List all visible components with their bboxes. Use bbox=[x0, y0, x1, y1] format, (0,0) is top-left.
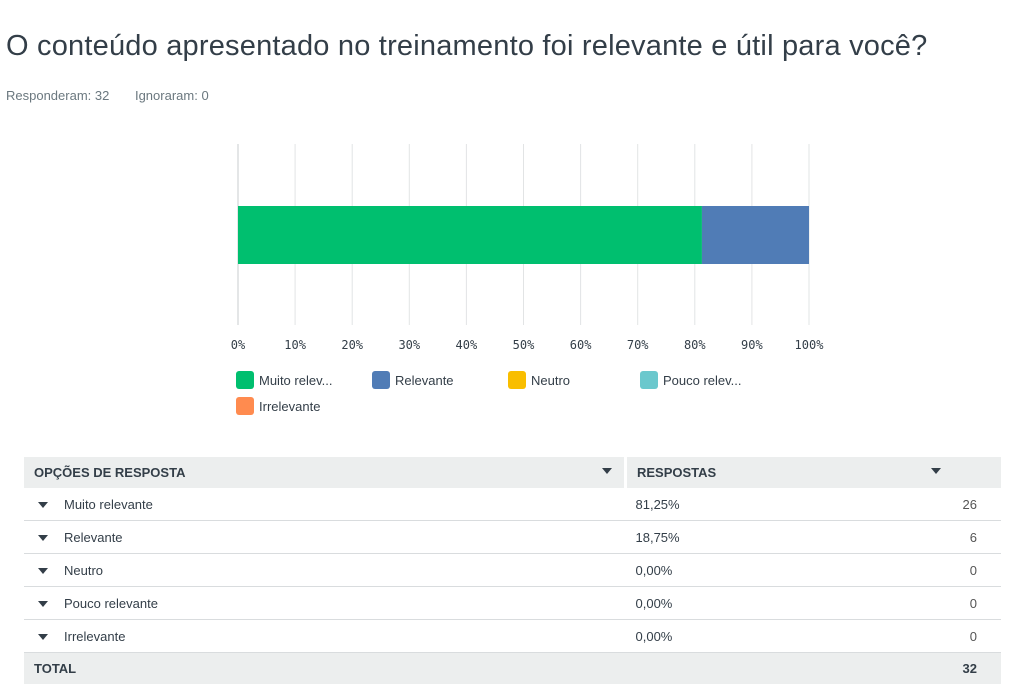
x-tick-label: 0% bbox=[231, 338, 246, 352]
table-row: Irrelevante 0,00% 0 bbox=[24, 619, 1001, 653]
x-tick-label: 40% bbox=[456, 338, 478, 352]
total-count: 32 bbox=[952, 652, 1001, 684]
header-options[interactable]: OPÇÕES DE RESPOSTA bbox=[24, 457, 626, 488]
question-title: O conteúdo apresentado no treinamento fo… bbox=[6, 30, 928, 62]
table-row: Neutro 0,00% 0 bbox=[24, 553, 1001, 587]
bar-segment[interactable] bbox=[238, 206, 702, 264]
option-cell[interactable]: Pouco relevante bbox=[24, 586, 626, 620]
sort-options-icon[interactable] bbox=[602, 468, 612, 474]
option-label: Pouco relevante bbox=[64, 595, 158, 611]
legend-label: Pouco relev... bbox=[663, 372, 742, 388]
x-tick-label: 100% bbox=[795, 338, 825, 352]
legend-label: Muito relev... bbox=[259, 372, 333, 388]
x-tick-label: 80% bbox=[684, 338, 706, 352]
x-tick-label: 70% bbox=[627, 338, 649, 352]
legend-swatch bbox=[236, 371, 254, 389]
sort-responses-icon[interactable] bbox=[930, 468, 941, 474]
x-tick-label: 50% bbox=[513, 338, 535, 352]
table-row: Pouco relevante 0,00% 0 bbox=[24, 586, 1001, 620]
expand-caret-icon[interactable] bbox=[38, 535, 48, 542]
legend-label: Neutro bbox=[531, 372, 571, 388]
percent-cell: 0,00% bbox=[625, 619, 953, 653]
answered-count: Responderam: 32 bbox=[6, 88, 110, 103]
x-tick-label: 30% bbox=[398, 338, 420, 352]
percent-cell: 0,00% bbox=[625, 586, 953, 620]
percent-cell: 18,75% bbox=[625, 520, 953, 554]
expand-caret-icon[interactable] bbox=[38, 601, 48, 608]
count-cell: 0 bbox=[952, 619, 1001, 653]
skipped-count: Ignoraram: 0 bbox=[134, 88, 209, 103]
stacked-bar-chart: 0% 10% 20% 30% 40% 50% 60% 70% 80% 90% 100% bbox=[231, 144, 825, 352]
count-cell: 26 bbox=[952, 488, 1001, 521]
legend-item[interactable]: Irrelevante bbox=[236, 396, 320, 416]
count-cell: 0 bbox=[952, 553, 1001, 587]
option-label: Relevante bbox=[64, 529, 123, 545]
expand-caret-icon[interactable] bbox=[38, 634, 48, 641]
option-label: Muito relevante bbox=[64, 496, 153, 512]
x-tick-label: 10% bbox=[284, 338, 306, 352]
x-tick-label: 60% bbox=[570, 338, 592, 352]
option-cell[interactable]: Relevante bbox=[24, 520, 626, 554]
legend-item[interactable]: Pouco relev... bbox=[640, 370, 742, 390]
legend-item[interactable]: Muito relev... bbox=[236, 370, 332, 390]
total-label: TOTAL bbox=[24, 652, 626, 684]
option-cell[interactable]: Neutro bbox=[24, 553, 626, 587]
x-tick-label: 90% bbox=[741, 338, 763, 352]
option-label: Irrelevante bbox=[64, 628, 126, 644]
legend-swatch bbox=[508, 371, 526, 389]
header-responses[interactable]: RESPOSTAS bbox=[623, 457, 953, 488]
option-cell[interactable]: Muito relevante bbox=[24, 488, 626, 521]
percent-cell: 81,25% bbox=[625, 488, 953, 521]
table-row: Relevante 18,75% 6 bbox=[24, 520, 1001, 554]
option-label: Neutro bbox=[64, 562, 104, 578]
legend-swatch bbox=[236, 397, 254, 415]
legend-item[interactable]: Neutro bbox=[508, 370, 570, 390]
response-summary: Responderam: 32 Ignoraram: 0 bbox=[6, 88, 231, 103]
legend-item[interactable]: Relevante bbox=[372, 370, 454, 390]
count-cell: 6 bbox=[952, 520, 1001, 554]
legend-swatch bbox=[372, 371, 390, 389]
bar-segment[interactable] bbox=[701, 206, 809, 264]
count-cell: 0 bbox=[952, 586, 1001, 620]
option-cell[interactable]: Irrelevante bbox=[24, 619, 626, 653]
responses-table: OPÇÕES DE RESPOSTA RESPOSTAS Muito relev… bbox=[24, 457, 1001, 684]
legend-swatch bbox=[640, 371, 658, 389]
legend-label: Relevante bbox=[395, 372, 454, 388]
total-row: TOTAL 32 bbox=[24, 652, 1001, 684]
table-row: Muito relevante 81,25% 26 bbox=[24, 488, 1001, 521]
expand-caret-icon[interactable] bbox=[38, 502, 48, 509]
percent-cell: 0,00% bbox=[625, 553, 953, 587]
legend-label: Irrelevante bbox=[259, 398, 321, 414]
x-tick-label: 20% bbox=[341, 338, 363, 352]
expand-caret-icon[interactable] bbox=[38, 568, 48, 575]
